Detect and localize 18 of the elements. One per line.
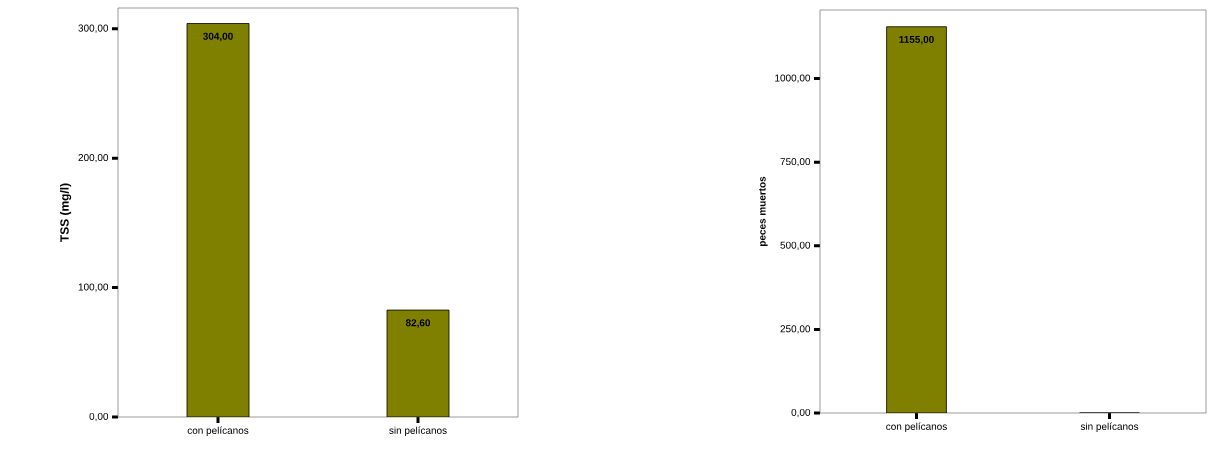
x-tick-label: con pelícanos	[187, 426, 249, 436]
x-tick-label: con pelícanos	[886, 422, 947, 432]
y-axis-title: TSS (mg/l)	[59, 183, 72, 242]
y-tick-label: 300,00	[78, 24, 109, 33]
y-tick-label: 500,00	[780, 241, 811, 250]
y-tick-label: 200,00	[78, 154, 109, 163]
y-tick-label: 750,00	[780, 158, 811, 167]
y-axis-title: peces muertos	[759, 176, 768, 246]
y-tick-label: 250,00	[780, 325, 811, 334]
data-label: 304,00	[203, 32, 233, 42]
x-tick-label: sin pelícanos	[389, 426, 447, 436]
y-tick-label: 0,00	[791, 408, 811, 418]
y-tick-label: 1000,00	[775, 74, 811, 83]
y-tick-label: 0,00	[89, 412, 109, 422]
x-tick-label: sin pelícanos	[1080, 422, 1139, 432]
data-label: 82,60	[405, 319, 431, 328]
data-label: 1155,00	[899, 35, 934, 45]
y-tick-label: 100,00	[78, 283, 109, 292]
